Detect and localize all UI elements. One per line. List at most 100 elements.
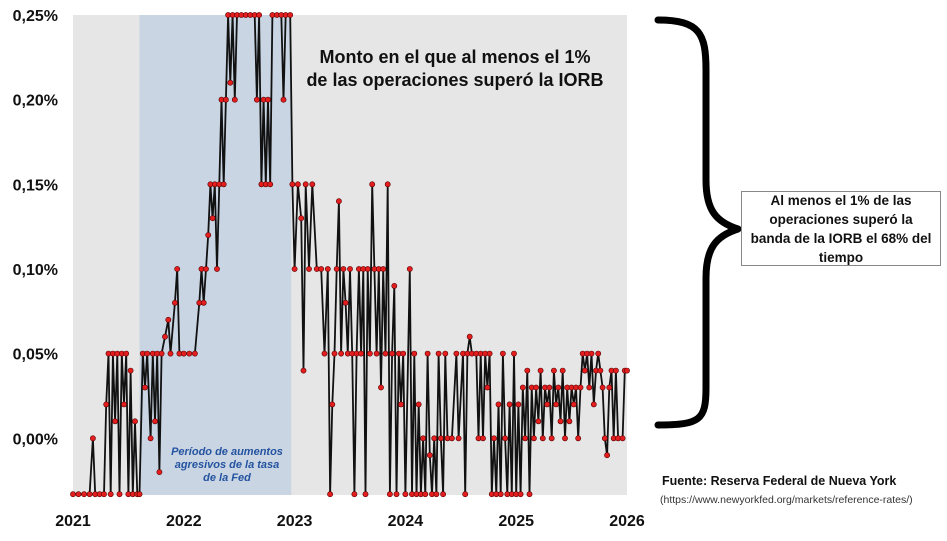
data-point (577, 384, 584, 391)
data-point (551, 367, 557, 374)
data-point (158, 350, 165, 357)
data-point (81, 491, 87, 498)
data-point (495, 401, 502, 408)
source-title: Fuente: Reserva Federal de Nueva York (662, 474, 897, 488)
y-tick-label: 0,05% (13, 347, 58, 364)
data-point (167, 350, 174, 357)
data-point (147, 435, 154, 442)
data-point (575, 435, 582, 442)
data-point (553, 401, 559, 408)
data-point (121, 401, 127, 408)
y-tick-label: 0,15% (13, 177, 58, 194)
data-point (524, 367, 531, 374)
data-point (127, 367, 134, 374)
data-point (613, 367, 619, 374)
main-title-line2: de las operaciones superó la IORB (306, 70, 603, 90)
data-point (327, 491, 333, 498)
data-point (162, 333, 168, 340)
data-point (599, 384, 606, 391)
data-point (203, 266, 209, 272)
data-point (156, 469, 163, 475)
data-point (606, 384, 613, 391)
data-point (90, 435, 96, 442)
data-point (595, 350, 602, 357)
data-point (70, 491, 76, 498)
data-point (191, 350, 198, 357)
data-point (422, 491, 429, 498)
data-point (75, 491, 82, 498)
data-point (335, 198, 342, 205)
data-point (624, 367, 630, 374)
data-point (431, 435, 438, 442)
shaded-period-region (139, 15, 292, 495)
data-point (402, 491, 409, 498)
data-point (535, 418, 542, 425)
data-point (562, 435, 568, 442)
data-point (426, 452, 433, 459)
y-tick-label: 0,00% (13, 431, 58, 448)
data-point (448, 435, 455, 442)
data-point (220, 181, 227, 188)
data-point (548, 435, 555, 442)
data-point (557, 418, 564, 425)
data-point (132, 418, 138, 425)
data-point (107, 491, 114, 498)
data-point (369, 181, 376, 188)
data-point (522, 435, 528, 442)
data-point (531, 435, 537, 442)
data-point (333, 266, 340, 272)
x-tick-label: 2021 (55, 513, 91, 530)
data-point (287, 12, 294, 18)
y-tick-label: 0,10% (13, 262, 58, 279)
data-point (511, 350, 517, 357)
data-point (382, 350, 389, 357)
data-point (597, 367, 604, 374)
data-point (214, 266, 220, 272)
data-point (462, 491, 469, 498)
data-point (398, 401, 404, 408)
data-point (209, 215, 216, 222)
data-point (424, 350, 431, 357)
data-point (601, 435, 608, 442)
data-point (391, 282, 398, 289)
x-tick-label: 2023 (277, 513, 313, 530)
data-point (329, 401, 336, 408)
data-point (455, 435, 462, 442)
data-point (533, 384, 539, 391)
data-point (420, 435, 426, 442)
data-point (142, 384, 148, 391)
data-point (546, 384, 553, 391)
callout-text: Al menos el 1% de las operaciones superó… (750, 192, 932, 265)
data-point (174, 266, 181, 272)
data-point (373, 350, 380, 357)
data-point (112, 418, 118, 425)
data-point (484, 384, 491, 391)
data-point (86, 491, 93, 498)
data-point (466, 333, 473, 340)
data-point (253, 96, 260, 103)
data-point (435, 350, 442, 357)
x-tick-label: 2026 (609, 513, 645, 530)
data-point (582, 367, 588, 374)
data-point (433, 491, 440, 498)
data-point (205, 232, 212, 238)
data-point (386, 491, 393, 498)
data-point (123, 350, 130, 357)
data-point (506, 401, 513, 408)
data-point (555, 384, 562, 391)
data-point (309, 181, 316, 188)
data-point (570, 401, 577, 408)
data-point (566, 418, 573, 425)
data-point (152, 418, 158, 425)
data-point (289, 181, 296, 188)
data-point (440, 491, 446, 498)
data-point (526, 491, 533, 498)
data-point (491, 435, 497, 442)
y-tick-label: 0,20% (13, 93, 58, 110)
data-point (537, 367, 544, 374)
data-point (340, 266, 347, 272)
data-point (165, 316, 172, 323)
data-point (321, 350, 328, 357)
data-point (480, 435, 486, 442)
